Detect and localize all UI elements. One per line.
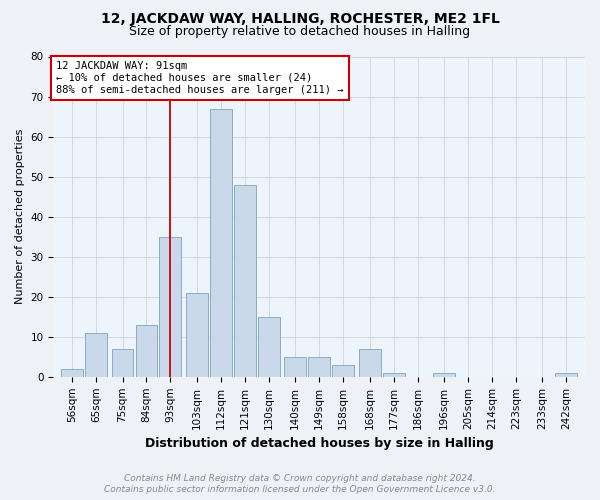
Bar: [61, 369, 83, 377]
Y-axis label: Number of detached properties: Number of detached properties: [15, 129, 25, 304]
Bar: [308, 357, 330, 377]
Bar: [234, 184, 256, 377]
Text: 12, JACKDAW WAY, HALLING, ROCHESTER, ME2 1FL: 12, JACKDAW WAY, HALLING, ROCHESTER, ME2…: [101, 12, 499, 26]
Bar: [112, 349, 133, 377]
Bar: [186, 292, 208, 377]
Text: 12 JACKDAW WAY: 91sqm
← 10% of detached houses are smaller (24)
88% of semi-deta: 12 JACKDAW WAY: 91sqm ← 10% of detached …: [56, 62, 344, 94]
Text: Size of property relative to detached houses in Halling: Size of property relative to detached ho…: [130, 25, 470, 38]
Bar: [85, 333, 107, 377]
Bar: [556, 373, 577, 377]
Bar: [383, 373, 404, 377]
Bar: [359, 349, 380, 377]
Bar: [258, 317, 280, 377]
Bar: [332, 365, 354, 377]
Bar: [433, 373, 455, 377]
Bar: [136, 325, 157, 377]
Bar: [160, 236, 181, 377]
Text: Contains HM Land Registry data © Crown copyright and database right 2024.
Contai: Contains HM Land Registry data © Crown c…: [104, 474, 496, 494]
Bar: [284, 357, 306, 377]
Bar: [210, 108, 232, 377]
X-axis label: Distribution of detached houses by size in Halling: Distribution of detached houses by size …: [145, 437, 494, 450]
